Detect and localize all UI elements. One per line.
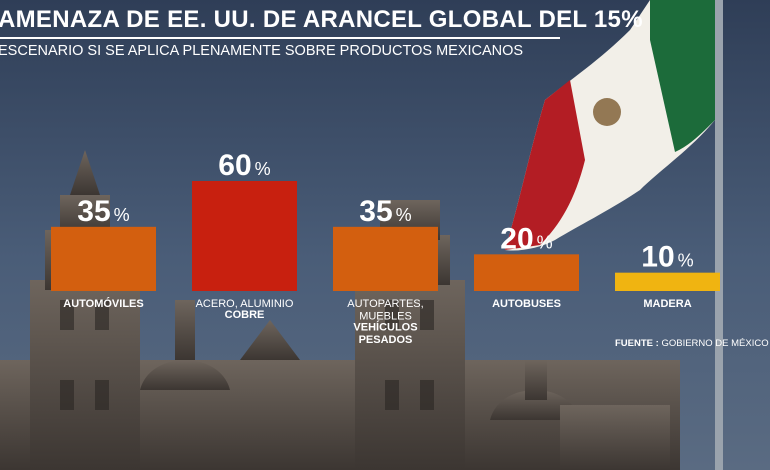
category-label-4: AUTOBUSES (492, 298, 561, 310)
value-label-3: 35% (359, 195, 411, 228)
value-label-1: 35% (77, 195, 129, 228)
category-label-2: ACERO, ALUMINIO COBRE (196, 298, 294, 321)
value-label-2: 60% (218, 149, 270, 182)
value-label-5: 10% (641, 241, 693, 274)
subtitle: ESCENARIO SI SE APLICA PLENAMENTE SOBRE … (0, 43, 524, 59)
source-label: FUENTE : (615, 338, 659, 349)
source-value: GOBIERNO DE MÉXICO (661, 338, 769, 349)
bar-1 (51, 226, 156, 291)
cathedral-silhouette (0, 150, 680, 470)
headline: AMENAZA DE EE. UU. DE ARANCEL GLOBAL DEL… (0, 6, 643, 33)
bar-3 (333, 226, 438, 291)
bar-2 (192, 181, 297, 291)
source-note: FUENTE : GOBIERNO DE MÉXICO (615, 338, 769, 349)
category-label-5: MADERA (643, 298, 691, 310)
bar-4 (474, 254, 579, 291)
category-label-1: AUTOMÓVILES (63, 297, 143, 310)
value-label-4: 20% (500, 222, 552, 255)
headline-rule (0, 37, 560, 39)
category-label-3: AUTOPARTES, MUEBLES VEHÍCULOS PESADOS (347, 298, 423, 346)
mexico-flag-icon (505, 0, 715, 251)
bar-5 (615, 272, 720, 291)
